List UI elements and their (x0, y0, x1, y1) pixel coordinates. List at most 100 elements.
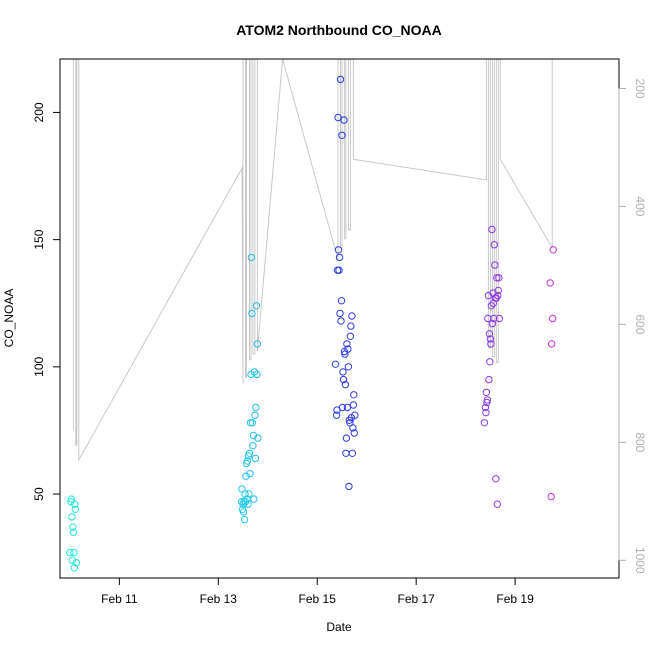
x-tick-label: Feb 13 (200, 592, 238, 606)
x-axis: Feb 11 Feb 13 Feb 15 Feb 17 Feb 19 (101, 577, 534, 606)
data-point (350, 429, 358, 437)
secondary-y-tick-label: 600 (633, 314, 647, 334)
data-point (247, 253, 256, 262)
data-point (493, 500, 501, 508)
data-point (483, 398, 491, 407)
data-point (345, 482, 353, 491)
data-point (336, 75, 345, 84)
data-point (338, 131, 346, 140)
data-point (547, 492, 555, 501)
data-point (549, 314, 557, 323)
data-point (350, 391, 358, 399)
data-point (346, 332, 355, 340)
data-point (69, 523, 77, 531)
x-axis-title: Date (326, 620, 352, 634)
data-point (335, 266, 343, 274)
data-point (332, 411, 341, 419)
secondary-y-axis: 200 400 600 800 1000 (618, 78, 647, 574)
data-point (491, 261, 499, 269)
data-point (334, 246, 343, 254)
y-tick-label: 50 (32, 487, 46, 501)
data-point (348, 449, 357, 457)
data-point (494, 286, 502, 295)
y-tick-label: 100 (32, 357, 46, 377)
data-point (70, 564, 79, 572)
data-point (68, 513, 76, 521)
data-point (251, 454, 260, 463)
data-point (486, 335, 495, 343)
secondary-y-tick-label: 800 (633, 432, 647, 452)
y-tick-label: 150 (32, 229, 46, 249)
data-point (549, 246, 557, 254)
data-point (487, 340, 495, 348)
data-point (66, 548, 74, 557)
data-point (490, 241, 498, 249)
data-point (488, 319, 497, 328)
data-point (70, 548, 78, 557)
data-point (72, 559, 81, 567)
data-point (248, 309, 256, 318)
secondary-series-line (72, 58, 553, 462)
data-point (546, 279, 554, 287)
data-point (482, 408, 490, 417)
data-point (480, 419, 489, 427)
secondary-y-tick-label: 1000 (633, 547, 647, 574)
data-point (349, 401, 358, 409)
data-point (351, 411, 359, 419)
data-point (253, 340, 262, 348)
data-point (245, 449, 254, 457)
data-point (250, 368, 259, 376)
chart-title: ATOM2 Northbound CO_NOAA (236, 22, 442, 38)
data-point (248, 419, 257, 427)
data-point (495, 314, 503, 323)
data-point (339, 375, 348, 384)
data-point (494, 291, 502, 300)
data-point (347, 322, 355, 330)
data-point (492, 475, 500, 483)
data-point (71, 505, 80, 513)
data-point (342, 449, 350, 457)
data-point (246, 419, 255, 427)
data-point (69, 528, 78, 536)
data-point (344, 345, 352, 353)
data-point (339, 368, 347, 376)
data-point (241, 490, 249, 498)
secondary-y-tick-label: 200 (633, 78, 647, 98)
y-tick-label: 200 (32, 102, 46, 122)
data-point (483, 396, 492, 404)
data-point (242, 472, 250, 480)
data-point (481, 403, 490, 412)
x-tick-label: Feb 11 (101, 592, 138, 606)
data-point (249, 442, 257, 450)
data-point (495, 274, 503, 282)
data-point (245, 490, 253, 498)
data-point (341, 380, 350, 389)
data-point (251, 411, 259, 419)
data-point (336, 309, 344, 318)
data-point (486, 358, 494, 366)
data-point (548, 340, 556, 348)
data-point (482, 388, 491, 396)
data-point (331, 360, 340, 368)
data-point (253, 370, 261, 379)
data-point (67, 495, 76, 503)
x-tick-label: Feb 17 (397, 592, 435, 606)
data-point (254, 434, 262, 442)
data-point (246, 470, 254, 478)
secondary-y-tick-label: 400 (633, 196, 647, 216)
data-point (343, 403, 352, 412)
data-point (243, 457, 252, 465)
y-axis: 50 100 150 200 (32, 102, 61, 501)
data-point (68, 556, 77, 564)
data-point (337, 317, 345, 325)
data-point (333, 266, 342, 274)
data-point (485, 375, 493, 384)
data-point (252, 403, 260, 412)
data-point (485, 330, 494, 338)
data-point (490, 314, 498, 323)
data-point (342, 434, 351, 442)
x-tick-label: Feb 15 (299, 592, 337, 606)
secondary-series-line-layer (72, 58, 553, 462)
data-point (493, 274, 501, 282)
